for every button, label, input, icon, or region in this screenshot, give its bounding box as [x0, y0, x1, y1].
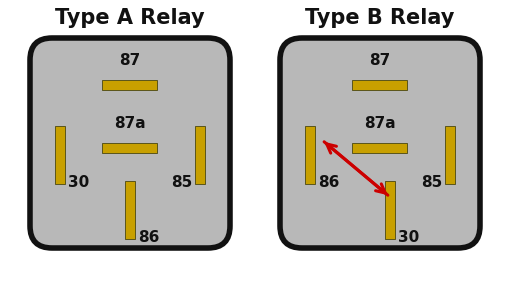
- Text: 87: 87: [369, 53, 390, 68]
- Text: 86: 86: [138, 230, 159, 245]
- FancyBboxPatch shape: [30, 38, 230, 248]
- Bar: [55, 126, 65, 184]
- Bar: [352, 143, 407, 153]
- Text: Type B Relay: Type B Relay: [305, 8, 454, 28]
- Text: Type A Relay: Type A Relay: [55, 8, 205, 28]
- Bar: [102, 143, 157, 153]
- Bar: [384, 181, 394, 239]
- Text: 30: 30: [68, 175, 89, 190]
- Text: 85: 85: [420, 175, 441, 190]
- Text: 87a: 87a: [114, 116, 146, 131]
- Text: 87a: 87a: [363, 116, 395, 131]
- FancyBboxPatch shape: [279, 38, 479, 248]
- Text: 85: 85: [171, 175, 191, 190]
- Text: 86: 86: [318, 175, 338, 190]
- Bar: [352, 80, 407, 90]
- Bar: [125, 181, 135, 239]
- Bar: [304, 126, 315, 184]
- Bar: [444, 126, 454, 184]
- Bar: [194, 126, 205, 184]
- Text: 87: 87: [119, 53, 140, 68]
- Text: 30: 30: [397, 230, 418, 245]
- Bar: [102, 80, 157, 90]
